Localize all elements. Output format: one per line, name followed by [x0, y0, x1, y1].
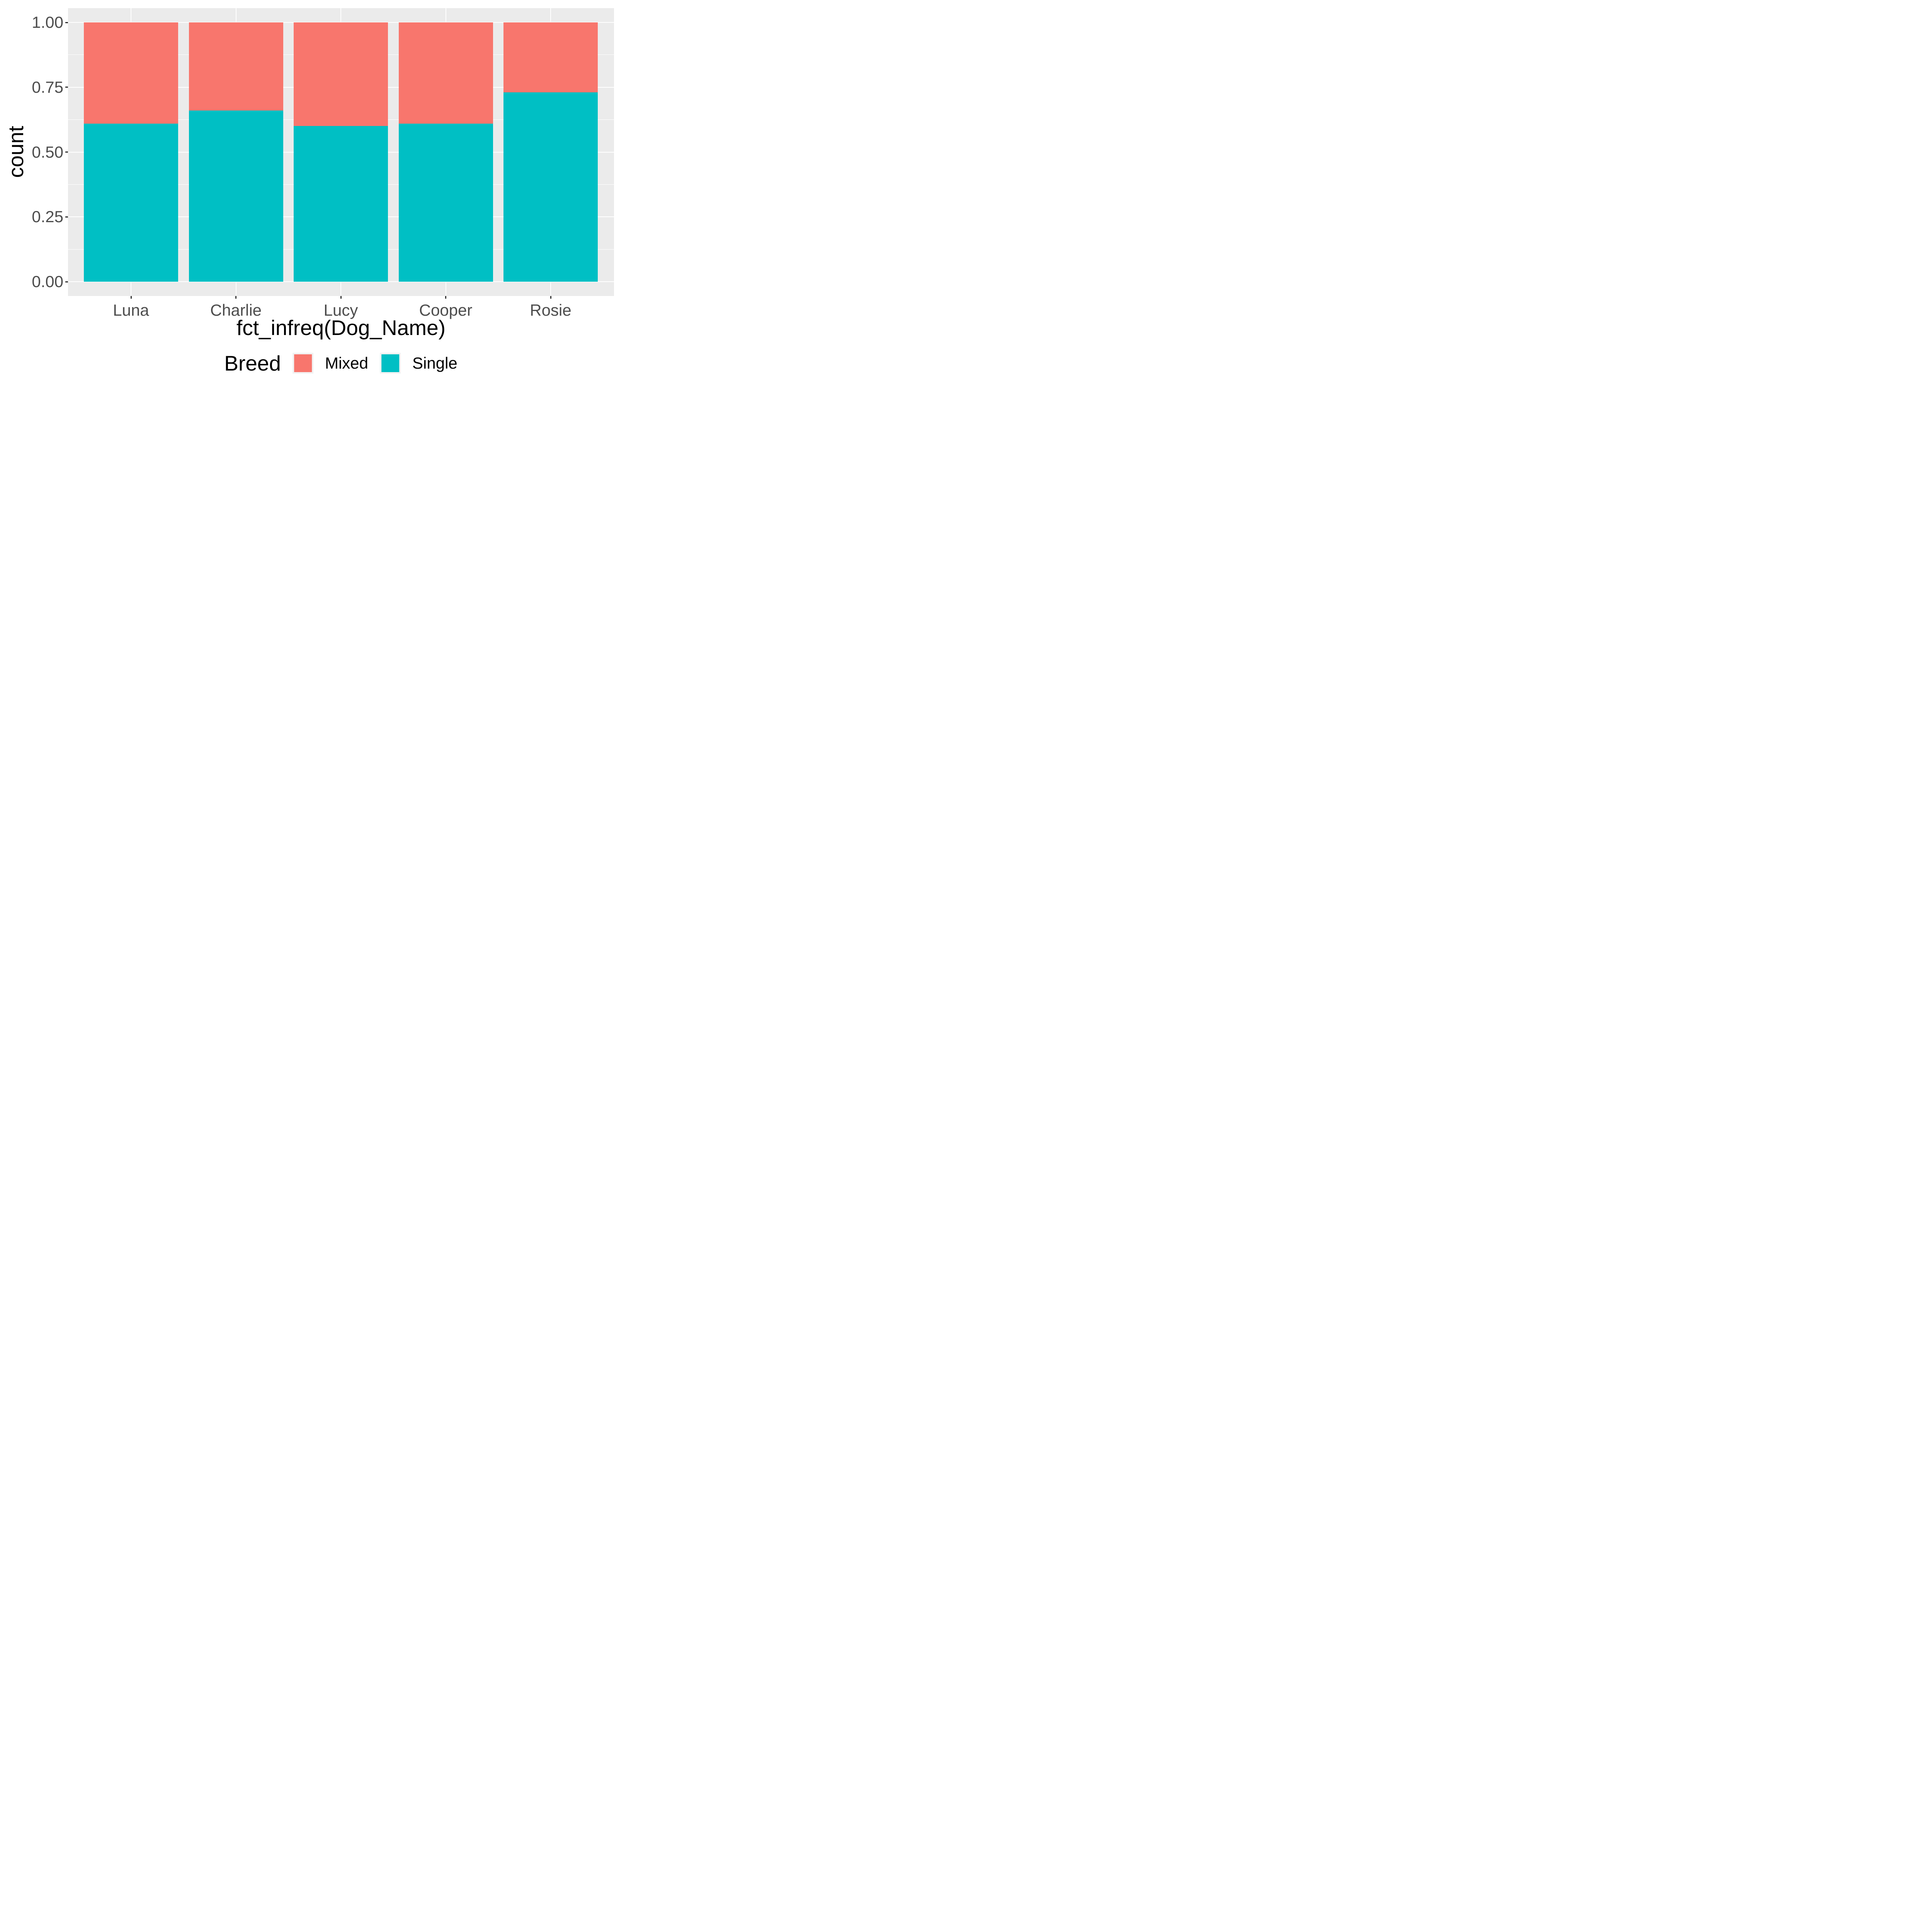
y-tick: [65, 151, 68, 153]
x-tick: [340, 296, 342, 299]
y-axis-title: count: [3, 126, 28, 178]
legend-swatch-single: [381, 354, 399, 372]
y-tick-label: 0.00: [0, 274, 63, 290]
bar-segment-luna-single: [84, 124, 178, 282]
x-tick: [550, 296, 551, 299]
bar-segment-rosie-single: [503, 92, 598, 282]
bar-segment-charlie-mixed: [189, 22, 283, 111]
bar-segment-charlie-single: [189, 111, 283, 282]
x-tick: [131, 296, 132, 299]
x-tick: [235, 296, 236, 299]
x-axis-title: fct_infreq(Dog_Name): [68, 315, 614, 340]
legend-label-mixed: Mixed: [325, 354, 368, 372]
plot-panel: [68, 8, 614, 296]
bar-segment-rosie-mixed: [503, 22, 598, 92]
chart-figure: 0.000.250.500.751.00 LunaCharlieLucyCoop…: [0, 0, 618, 386]
legend-item-mixed: Mixed: [293, 353, 368, 374]
y-tick-label: 1.00: [0, 14, 63, 31]
x-tick: [445, 296, 446, 299]
y-tick: [65, 87, 68, 88]
bar-segment-cooper-single: [399, 124, 493, 282]
bar-segment-lucy-single: [294, 126, 388, 282]
y-tick-label: 0.75: [0, 79, 63, 95]
legend-key-single: [380, 353, 401, 374]
legend-swatch-mixed: [294, 354, 312, 372]
legend-title: Breed: [224, 351, 281, 376]
bar-segment-cooper-mixed: [399, 22, 493, 124]
y-tick-label: 0.25: [0, 209, 63, 225]
legend: Breed Mixed Single: [224, 353, 457, 374]
legend-label-single: Single: [412, 354, 457, 372]
y-tick: [65, 216, 68, 218]
legend-key-mixed: [293, 353, 313, 374]
legend-item-single: Single: [380, 353, 457, 374]
bar-segment-lucy-mixed: [294, 22, 388, 126]
y-tick: [65, 22, 68, 23]
y-tick: [65, 281, 68, 282]
bar-segment-luna-mixed: [84, 22, 178, 124]
